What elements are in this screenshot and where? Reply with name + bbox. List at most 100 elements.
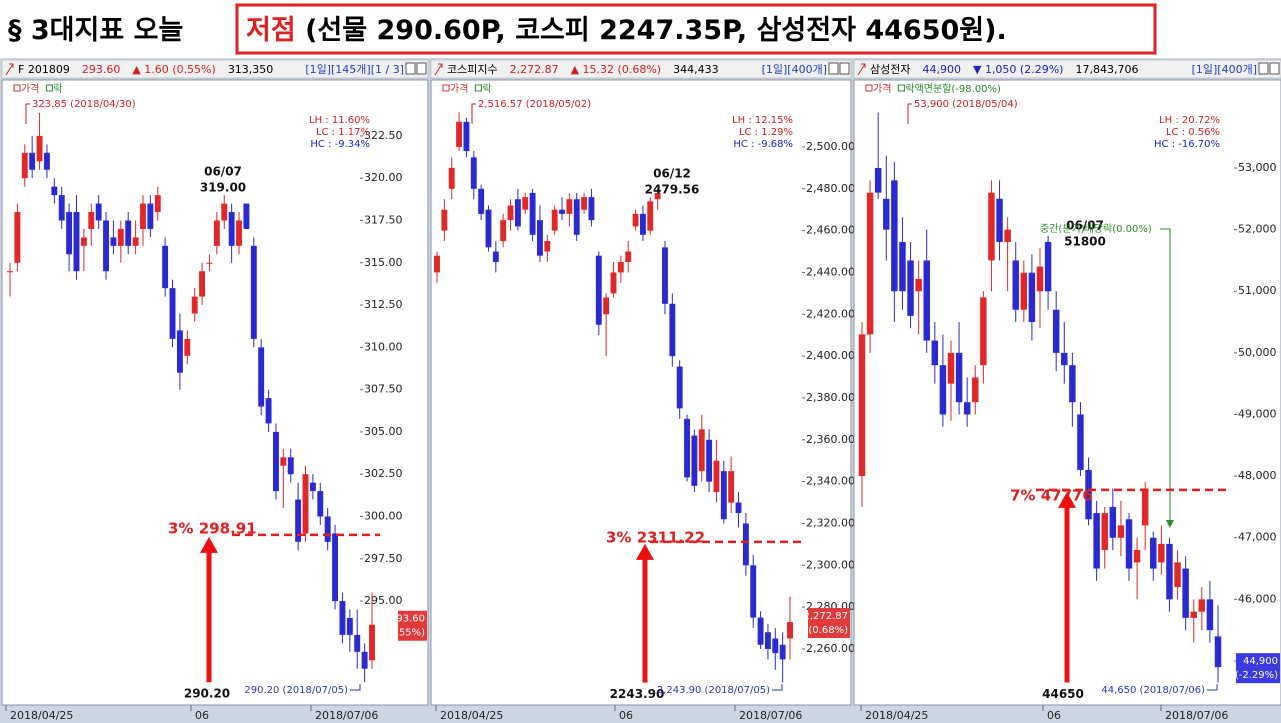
candle-body [676,366,683,409]
toolbar-text: ▼ 1,050 (2.29%) [973,63,1063,76]
candle-body [273,431,279,492]
candle-body [764,632,771,649]
y-tick-label: 2,420.00 [806,307,855,320]
toolbar-controls: [1일][400개] [1192,62,1257,76]
legend-box [442,84,450,92]
candle-body [1101,513,1108,551]
candle-body [1133,550,1141,563]
candle-body [492,251,499,262]
candle-body [573,199,580,235]
header-title: § 3대지표 오늘 저점 (선물 290.60P, 코스피 2247.35P, … [8,15,1007,46]
stat-label: HC : -9.68% [733,139,793,150]
y-tick-label: 2,400.00 [806,349,855,362]
candle-body [500,220,507,242]
candle-body [132,237,139,246]
y-tick-label: 52,000 [1238,223,1277,236]
x-tick-label: 2018/07/06 [315,709,378,722]
candle-body [907,260,914,316]
target-label: 3% 298.91 [168,520,257,538]
peak-label: 51800 [1064,235,1106,249]
legend-label: 가격 [21,82,39,95]
toolbar-button[interactable] [828,62,839,75]
toolbar-text: 313,350 [228,63,274,76]
y-tick-label: 297.50 [364,552,403,565]
candle-body [963,402,971,415]
candle-body [1158,543,1165,563]
toolbar-button[interactable] [416,62,427,75]
candle-body [324,516,331,542]
candle-body [639,213,646,235]
target-arrowhead [636,543,654,560]
candle-body [51,186,58,196]
last-note-arrow [772,684,783,691]
candle-body [947,352,955,384]
toolbar-text: 2,272.87 [510,63,559,76]
candle-body [29,152,36,170]
candle-body [110,237,117,246]
toolbar-button[interactable] [839,62,850,75]
y-tick-label: 305.00 [364,425,403,438]
peak-label: 06/12 [653,167,691,181]
candle-body [236,220,242,246]
price-box [1236,653,1280,684]
candle-body [140,203,146,229]
toolbar-text: 293.60 [82,63,121,76]
candle-body [154,195,161,213]
candle-body [891,180,898,292]
toolbar-button[interactable] [1269,62,1280,75]
y-tick-label: 302.50 [364,467,403,480]
candle-body [448,167,455,189]
candle-body [332,533,339,602]
candle-body [456,121,463,147]
candle-body [478,188,485,214]
candle-body [1093,513,1100,569]
candle-body [603,297,610,315]
candle-body [787,622,793,639]
stat-label: HC : -9.34% [310,139,370,150]
x-tick-label: 2018/04/25 [10,709,73,722]
candle-body [772,638,779,654]
candle-body [544,241,551,252]
candle-body [14,212,21,263]
toolbar-icon [434,63,443,76]
toolbar-button[interactable] [1258,62,1269,75]
stat-label: LH : 11.60% [309,115,370,126]
candle-body [939,365,947,415]
legend-label: 가격 [873,82,891,95]
toolbar-text: ▲ 1.60 (0.55%) [132,63,215,76]
legend-box [865,84,873,92]
header-band [0,0,1281,58]
candle-body [551,209,558,231]
candle-body [625,251,632,262]
candle-body [228,212,235,246]
y-tick-label: 2,360.00 [806,433,855,446]
candle-body [1077,414,1084,470]
candle-body [463,121,470,152]
header-highlight: 저점 [246,15,296,46]
candle-body [559,209,565,214]
candle-body [720,471,727,520]
candle-body [931,340,939,366]
peak-label: 2479.56 [645,183,700,197]
candle-body [169,288,176,339]
candle-body [354,634,361,652]
dividend-line [1160,228,1171,522]
candle-body [1214,636,1222,668]
x-tick-label: 06 [1047,709,1061,722]
last-note: 44,650 (2018/07/06) [1101,685,1205,696]
candle-body [1052,309,1060,353]
y-tick-label: 2,440.00 [806,265,855,278]
high-note: 2,516.57 (2018/05/02) [478,99,591,110]
high-note-line [471,103,476,124]
candle-body [996,198,1003,242]
toolbar [1,59,429,79]
target-arrowhead [200,536,218,553]
candle-body [647,201,654,231]
candle-body [706,439,713,482]
y-tick-label: 50,000 [1238,346,1277,359]
x-tick-label: 2018/04/25 [865,709,928,722]
toolbar-button[interactable] [405,62,416,75]
low-label: 44650 [1042,687,1084,701]
